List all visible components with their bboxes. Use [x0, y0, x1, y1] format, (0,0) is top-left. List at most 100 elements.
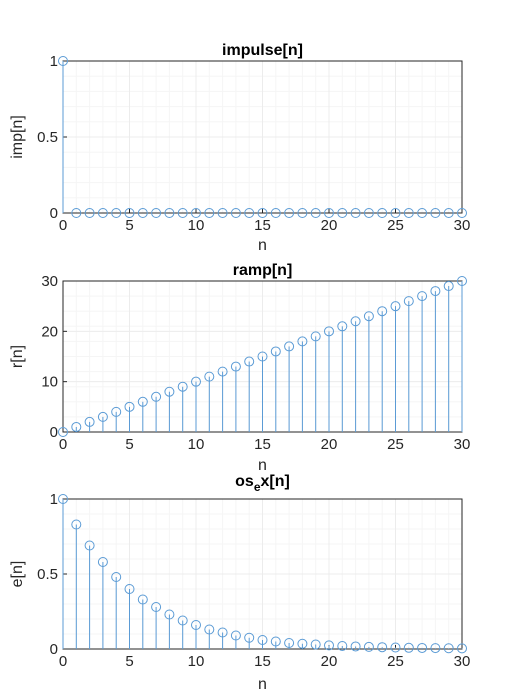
stem-marker — [390, 208, 401, 218]
stem-marker — [217, 208, 228, 218]
stem-marker — [191, 208, 201, 218]
title-main: os — [235, 473, 254, 490]
x-tick-label: 5 — [125, 217, 133, 234]
stem-marker — [71, 421, 82, 432]
x-tick-label: 25 — [387, 436, 404, 453]
stem-marker — [137, 396, 148, 407]
y-tick-label: 20 — [41, 323, 58, 340]
y-tick-label: 0 — [50, 424, 58, 441]
stem-marker — [97, 208, 108, 218]
stem-marker — [151, 391, 162, 402]
stem-marker — [151, 208, 162, 218]
stem-marker — [257, 635, 268, 645]
stem-marker — [363, 311, 374, 322]
stem-marker — [457, 208, 467, 218]
stem-marker — [84, 540, 95, 551]
y-tick-label: 0 — [50, 641, 58, 658]
stem-marker — [204, 371, 215, 382]
stem-marker — [177, 208, 188, 218]
stem-marker — [297, 208, 308, 218]
stem-marker — [337, 208, 348, 218]
stem-marker — [71, 208, 82, 218]
x-tick-label: 30 — [454, 217, 471, 234]
stem-marker — [230, 361, 241, 372]
stem-marker — [230, 630, 241, 641]
stem-marker — [403, 208, 414, 218]
y-tick-label: 10 — [41, 374, 58, 391]
stem-marker — [217, 366, 228, 377]
x-axis-label: n — [258, 457, 267, 474]
stem-marker — [137, 594, 148, 605]
stem-marker — [377, 306, 388, 317]
x-tick-label: 20 — [321, 436, 338, 453]
stem-marker — [350, 641, 361, 652]
y-axis-label: imp[n] — [9, 115, 26, 159]
y-axis-label: r[n] — [9, 345, 26, 368]
stem-marker — [430, 286, 441, 297]
y-axis-label: e[n] — [9, 561, 26, 588]
stem-marker — [310, 331, 321, 342]
stem-marker — [204, 624, 215, 635]
y-tick-label: 1 — [50, 491, 58, 508]
y-tick-label: 0.5 — [37, 566, 58, 583]
x-tick-label: 20 — [321, 653, 338, 670]
stem-marker — [324, 326, 334, 337]
panel-3: 0 5 10 15 20 25 30 0 0.5 1 osex[n] n e[n] — [9, 473, 470, 693]
stem-marker — [270, 636, 281, 647]
y-tick-label: 0 — [50, 205, 58, 222]
stem-marker — [97, 557, 108, 567]
stem-marker — [403, 642, 414, 653]
x-tick-label: 10 — [188, 653, 205, 670]
stem-marker — [84, 416, 95, 427]
stem-marker — [443, 281, 454, 292]
stem-marker — [284, 208, 295, 218]
stem-marker — [257, 208, 268, 218]
y-tick-label: 1 — [50, 53, 58, 70]
stem-marker — [297, 638, 308, 649]
x-tick-label: 15 — [254, 217, 271, 234]
title-subscript: e — [254, 480, 261, 494]
stem-marker — [430, 208, 441, 218]
x-axis-label: n — [258, 676, 267, 693]
panel-title: osex[n] — [235, 473, 290, 494]
x-tick-label: 30 — [454, 653, 471, 670]
stem-marker — [217, 627, 228, 638]
stem-marker — [71, 519, 82, 530]
stem-marker — [443, 208, 454, 218]
stem-marker — [443, 643, 454, 654]
panel-title: ramp[n] — [233, 262, 293, 279]
panel-1: 0 5 10 15 20 25 30 0 0.5 1 impulse[n] n imp[n] — [9, 42, 470, 254]
stem-marker — [177, 615, 188, 626]
x-tick-label: 0 — [59, 653, 67, 670]
stem-marker — [350, 316, 361, 327]
x-tick-label: 10 — [188, 436, 205, 453]
stem-marker — [191, 620, 201, 630]
x-tick-label: 10 — [188, 217, 205, 234]
x-tick-label: 30 — [454, 436, 471, 453]
stem-marker — [270, 208, 281, 218]
stem-marker — [58, 56, 68, 66]
stem-marker — [270, 346, 281, 357]
y-tick-label: 0.5 — [37, 129, 58, 146]
stem-marker — [244, 356, 255, 367]
panel-2: 0 5 10 15 20 25 30 0 10 20 30 ramp[n] n r[n] — [9, 262, 470, 474]
x-tick-label: 5 — [125, 436, 133, 453]
stem-marker — [457, 276, 467, 286]
stem-marker — [403, 296, 414, 307]
stem-marker — [363, 208, 374, 218]
stem-marker — [97, 411, 108, 422]
stem-marker — [124, 584, 135, 594]
x-tick-label: 15 — [254, 653, 271, 670]
stem-marker — [151, 602, 162, 612]
y-tick-label: 30 — [41, 273, 58, 290]
stem-marker — [377, 208, 388, 218]
x-tick-label: 0 — [59, 217, 67, 234]
x-tick-label: 25 — [387, 217, 404, 234]
stem-marker — [111, 572, 122, 582]
stem-marker — [58, 427, 68, 437]
stem-marker — [164, 386, 175, 397]
stem-marker — [177, 381, 188, 392]
stem-marker — [257, 351, 268, 362]
